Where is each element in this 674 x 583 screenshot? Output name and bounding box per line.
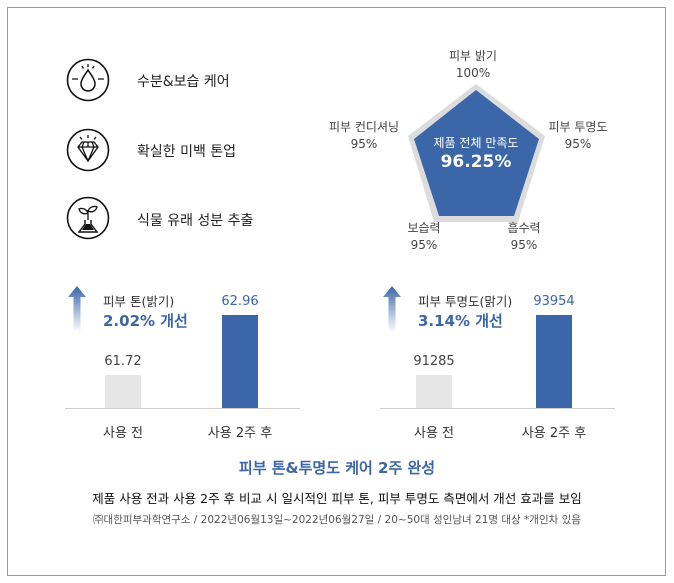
infographic-frame	[7, 7, 666, 576]
footer-description: 제품 사용 전과 사용 2주 후 비교 시 일시적인 피부 톤, 피부 투명도 …	[92, 491, 582, 506]
satisfaction-value: 96.25%	[440, 152, 512, 172]
chart-improvement: 2.02% 개선	[103, 312, 188, 330]
chart-title: 피부 투명도(맑기)	[418, 294, 513, 309]
satisfaction-title: 제품 전체 만족도	[433, 136, 519, 150]
axis-label-absorption: 흡수력 95%	[507, 221, 541, 252]
feature-label: 확실한 미백 톤업	[137, 144, 237, 160]
feature-label: 수분&보습 케어	[137, 74, 230, 90]
bar-before	[105, 375, 141, 408]
water-drop-icon	[66, 58, 110, 102]
bar-value-label: 62.96	[221, 294, 259, 309]
feature-label: 식물 유래 성분 추출	[137, 213, 254, 229]
up-arrow-icon	[68, 286, 86, 332]
chart-baseline	[65, 408, 300, 409]
footer-headline: 피부 톤&투명도 케어 2주 완성	[238, 459, 436, 477]
bar-before	[416, 375, 452, 408]
bar-value-label: 91285	[413, 354, 455, 369]
chart-baseline	[380, 408, 615, 409]
footer-note: ㈜대한피부과학연구소 / 2022년06월13일~2022년06월27일 / 2…	[93, 514, 581, 526]
x-tick-label: 사용 전	[413, 426, 454, 441]
plant-flask-icon	[66, 196, 110, 240]
axis-label-transparency: 피부 투명도 95%	[548, 120, 608, 151]
x-tick-label: 사용 전	[102, 426, 143, 441]
axis-label-moisture: 보습력 95%	[407, 221, 441, 252]
up-arrow-icon	[383, 286, 401, 332]
pentagon-fill	[414, 90, 539, 216]
axis-label-conditioning: 피부 컨디셔닝 95%	[328, 120, 400, 151]
bar-after	[222, 315, 258, 408]
diamond-icon	[66, 128, 110, 172]
bar-after	[536, 315, 572, 408]
x-tick-label: 사용 2주 후	[521, 426, 587, 441]
chart-improvement: 3.14% 개선	[418, 312, 503, 330]
x-tick-label: 사용 2주 후	[207, 426, 273, 441]
bar-value-label: 93954	[533, 294, 575, 309]
chart-title: 피부 톤(밝기)	[103, 294, 175, 309]
bar-value-label: 61.72	[104, 354, 142, 369]
axis-label-brightness: 피부 밝기 100%	[449, 49, 497, 80]
